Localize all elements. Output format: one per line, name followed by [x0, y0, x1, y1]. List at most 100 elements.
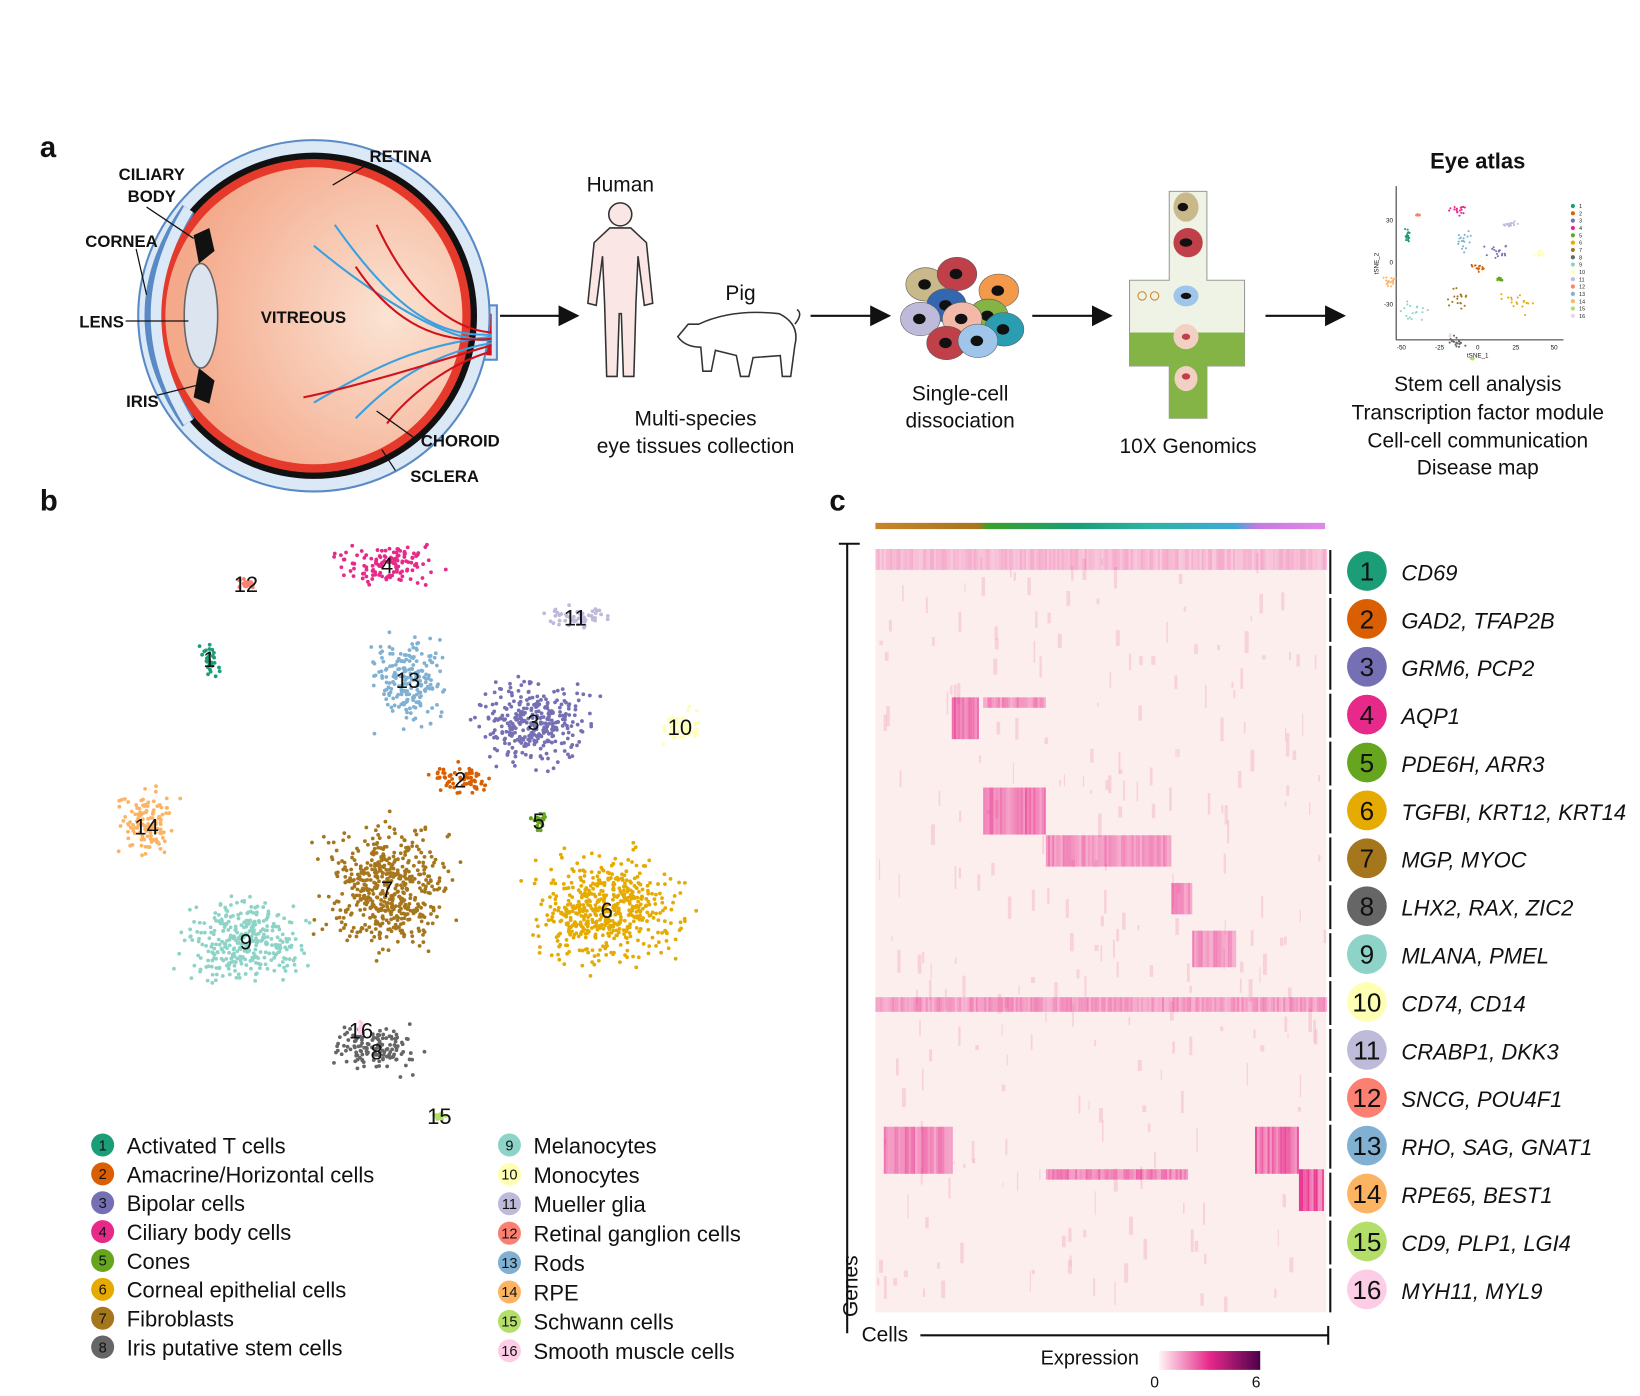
heatmap-cell	[1172, 997, 1175, 1012]
cell-point	[562, 886, 566, 891]
heatmap-cell	[952, 548, 955, 570]
legend-key	[497, 1251, 521, 1275]
cell-point	[361, 913, 366, 917]
heatmap-cell	[954, 548, 957, 570]
heatmap-cell	[883, 997, 886, 1012]
heatmap-cell	[1088, 548, 1091, 570]
legend-key	[91, 1162, 115, 1186]
atlas-point	[1525, 301, 1528, 304]
cell-point	[534, 768, 538, 772]
heatmap-cell	[879, 859, 881, 881]
heatmap-cell	[1039, 656, 1042, 678]
heatmap-cell	[936, 997, 939, 1012]
heatmap-cell	[1103, 548, 1106, 570]
cell-point	[483, 783, 488, 788]
heatmap-cell	[1232, 930, 1235, 968]
heatmap-cell	[921, 1126, 924, 1174]
heatmap-cell	[1276, 548, 1280, 570]
heatmap-cell	[965, 997, 968, 1012]
cell-point	[549, 718, 554, 723]
heatmap-cell	[1086, 548, 1089, 570]
cell-point	[477, 702, 482, 707]
heatmap-cell	[1164, 997, 1167, 1012]
cell-point	[570, 867, 575, 871]
cell-point	[278, 938, 283, 943]
cell-point	[391, 696, 396, 701]
heatmap-cell	[1054, 982, 1058, 998]
cell-point	[425, 709, 430, 714]
cell-point	[553, 748, 558, 753]
heatmap-cell	[974, 697, 977, 740]
cell-point	[581, 692, 586, 697]
cell-point	[358, 1025, 363, 1030]
cell-point	[580, 619, 585, 624]
cell-point	[410, 555, 415, 560]
heatmap-cell	[1316, 548, 1319, 570]
cell-point	[241, 577, 246, 581]
nucleus	[949, 268, 963, 280]
cell-point	[539, 711, 544, 716]
atlas-point	[1504, 244, 1508, 247]
cell-point	[408, 896, 413, 901]
cell-point	[561, 731, 566, 736]
cell-point	[587, 898, 591, 903]
heatmap-cell	[979, 997, 983, 1012]
heatmap-cell	[1164, 548, 1167, 570]
heatmap-cell	[1108, 775, 1112, 794]
heatmap-cell	[989, 697, 992, 708]
atlas-point	[1463, 233, 1466, 236]
cell-point	[373, 570, 378, 575]
cell-point	[391, 854, 396, 859]
cell-point	[354, 934, 359, 939]
heatmap-cell	[1077, 1169, 1080, 1180]
cell-point	[580, 948, 585, 953]
heatmap-cell	[948, 1126, 951, 1174]
cell-point	[384, 666, 389, 671]
cell-point	[569, 880, 574, 885]
heatmap-cell	[1027, 787, 1030, 835]
cell-point	[404, 700, 408, 705]
marker-genes: RHO, SAG, GNAT1	[1401, 1135, 1592, 1160]
cell-point	[547, 739, 551, 744]
cell-point	[233, 928, 238, 932]
atlas-point	[1507, 296, 1510, 299]
cluster-badge	[1347, 646, 1387, 687]
analysis-item: Disease map	[1417, 457, 1539, 480]
legend-number: 16	[501, 1344, 517, 1360]
cell-point	[495, 748, 500, 753]
cell-point	[500, 731, 505, 736]
cell-point	[402, 891, 406, 896]
cell-point	[551, 891, 556, 896]
heatmap-cell	[1118, 548, 1121, 570]
cell-point	[595, 924, 599, 929]
heatmap-cell	[1013, 548, 1016, 570]
cell-point	[228, 933, 233, 938]
legend-label: Retinal ganglion cells	[533, 1222, 740, 1247]
cell-point	[526, 689, 531, 694]
heatmap-cell	[933, 997, 937, 1012]
cell-point	[417, 860, 422, 865]
legend-key	[91, 1220, 115, 1244]
cell-point	[432, 887, 437, 892]
heatmap-cell	[1105, 780, 1109, 790]
cell-point	[282, 965, 286, 970]
cell-point	[315, 857, 320, 861]
cell-point	[506, 749, 511, 754]
heatmap-cell	[1274, 548, 1277, 570]
heatmap-cell	[980, 557, 983, 571]
atlas-point	[1498, 278, 1501, 281]
cell-point	[197, 920, 202, 925]
cell-point	[616, 893, 621, 898]
heatmap-cell	[1215, 930, 1218, 968]
cell-point	[589, 870, 594, 874]
atlas-plot: -50 -25 0 25 50300-30tSNE_1tSNE_212345678910…	[1373, 186, 1585, 361]
heatmap-cell	[917, 954, 922, 974]
atlas-point	[1390, 277, 1393, 280]
cell-point	[428, 636, 433, 641]
cell-point	[250, 585, 255, 590]
heatmap-cell	[1282, 1194, 1287, 1208]
cell-point	[553, 607, 558, 612]
cell-point	[243, 933, 248, 938]
cell-point	[654, 892, 658, 897]
atlas-point	[1459, 293, 1462, 296]
